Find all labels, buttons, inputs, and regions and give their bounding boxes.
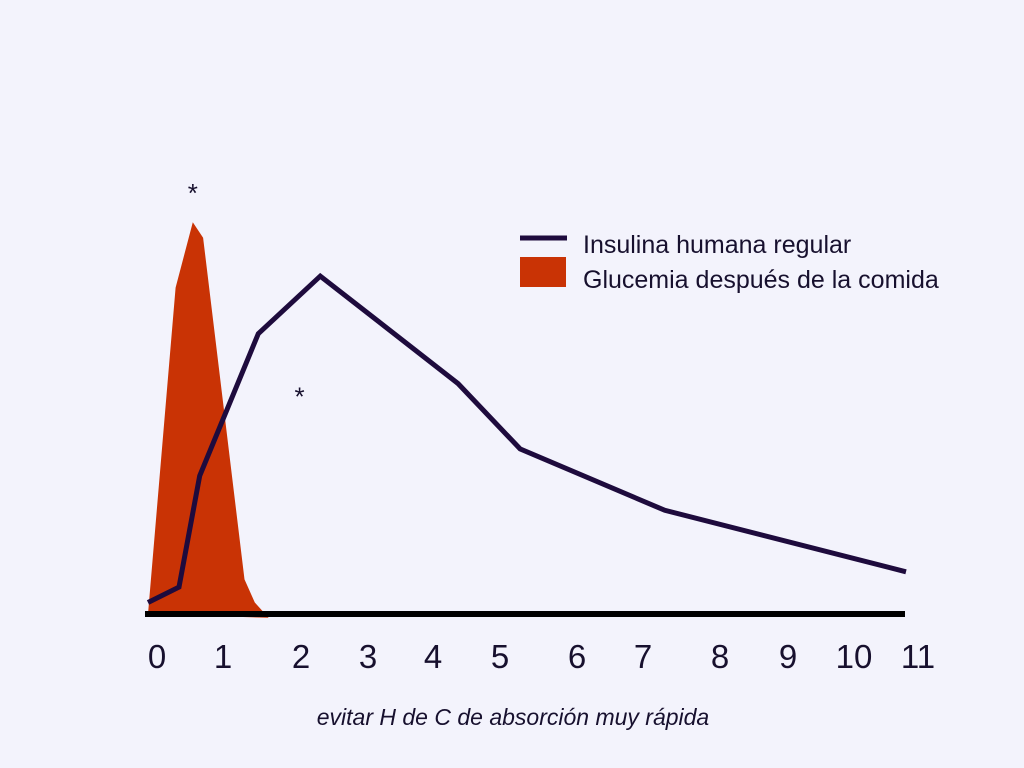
x-tick-labels: 0 1 2 3 4 5 6 7 8 9 10 11	[148, 638, 935, 675]
legend-label-insulina: Insulina humana regular	[583, 231, 851, 259]
x-tick-label-1: 1	[214, 638, 232, 675]
x-tick-label-2: 2	[292, 638, 310, 675]
x-tick-label-9: 9	[779, 638, 797, 675]
x-tick-label-11: 11	[901, 638, 935, 675]
series-area-glucemia	[148, 222, 269, 618]
plot-area	[146, 222, 907, 618]
x-tick-label-5: 5	[491, 638, 509, 675]
legend: Insulina humana regular Glucemia después…	[520, 231, 939, 294]
x-tick-label-0: 0	[148, 638, 166, 675]
asterisk-annotation-0: *	[188, 178, 198, 208]
x-tick-label-6: 6	[568, 638, 586, 675]
legend-swatch-glucemia	[520, 257, 566, 287]
x-tick-label-8: 8	[711, 638, 729, 675]
x-tick-label-10: 10	[836, 638, 873, 675]
annotations: **	[188, 178, 305, 411]
chart-caption: evitar H de C de absorción muy rápida	[317, 704, 709, 730]
asterisk-annotation-1: *	[295, 381, 305, 411]
x-tick-label-7: 7	[634, 638, 652, 675]
series-line-insulina	[146, 272, 907, 605]
legend-label-glucemia: Glucemia después de la comida	[583, 266, 939, 294]
x-tick-label-3: 3	[359, 638, 377, 675]
x-tick-label-4: 4	[424, 638, 442, 675]
